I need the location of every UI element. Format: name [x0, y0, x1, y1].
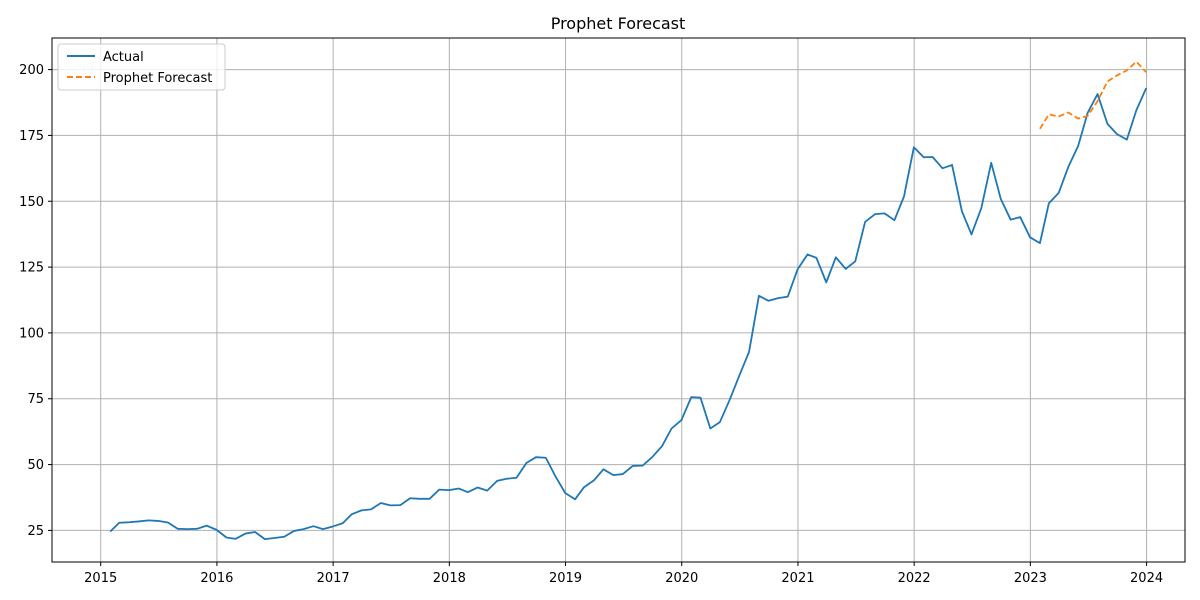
legend-label-actual: Actual — [103, 50, 144, 65]
y-tick-label: 50 — [27, 458, 44, 473]
x-tick-label: 2018 — [433, 571, 466, 586]
y-tick-label: 100 — [19, 326, 44, 341]
y-tick-label: 175 — [19, 129, 44, 144]
x-tick-label: 2024 — [1130, 571, 1163, 586]
legend: Actual Prophet Forecast — [58, 44, 225, 90]
x-tick-label: 2019 — [549, 571, 582, 586]
legend-label-forecast: Prophet Forecast — [103, 71, 212, 86]
y-tick-label: 25 — [27, 524, 44, 539]
y-tick-label: 150 — [19, 195, 44, 210]
y-tick-label: 75 — [27, 392, 44, 407]
x-tick-label: 2017 — [317, 571, 350, 586]
x-tick-label: 2020 — [665, 571, 698, 586]
x-tick-label: 2022 — [898, 571, 931, 586]
x-tick-label: 2015 — [84, 571, 117, 586]
x-tick-label: 2023 — [1014, 571, 1047, 586]
y-tick-label: 200 — [19, 63, 44, 78]
x-tick-label: 2021 — [781, 571, 814, 586]
chart-title: Prophet Forecast — [551, 14, 686, 33]
y-tick-label: 125 — [19, 261, 44, 276]
x-tick-label: 2016 — [200, 571, 233, 586]
